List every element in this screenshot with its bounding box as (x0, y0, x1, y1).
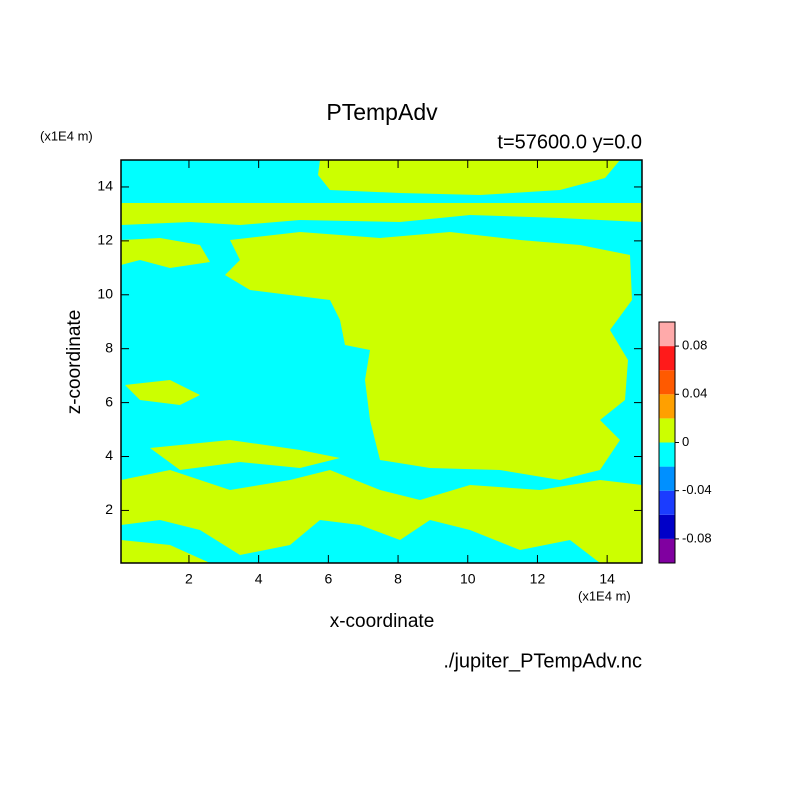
x-unit: (x1E4 m) (578, 588, 631, 603)
x-tick-label: 12 (530, 571, 546, 587)
contour-region (121, 540, 210, 563)
y-tick-label: 10 (97, 285, 113, 301)
colorbar-tick-label: 0.04 (682, 386, 707, 401)
contour-region (318, 160, 620, 195)
source-label: ./jupiter_PTempAdv.nc (443, 650, 642, 672)
colorbar-tick-label: 0.08 (682, 338, 707, 353)
colorbar-box (659, 322, 675, 347)
contour-region (150, 440, 340, 470)
colorbar-tick-label: -0.08 (682, 530, 712, 545)
chart-subtitle: t=57600.0 y=0.0 (497, 131, 642, 153)
y-tick-label: 14 (97, 178, 113, 194)
x-axis-title: x-coordinate (330, 611, 435, 632)
colorbar-box (659, 346, 675, 371)
colorbar-box (659, 418, 675, 443)
y-tick-label: 4 (105, 447, 113, 463)
y-tick-label: 12 (97, 232, 113, 248)
chart-title: PTempAdv (326, 99, 438, 125)
colorbar-box (659, 394, 675, 419)
colorbar-tick-label: 0 (682, 434, 689, 449)
y-tick-label: 8 (105, 339, 113, 355)
contour-region (125, 380, 200, 405)
colorbar-box (659, 466, 675, 491)
colorbar-box (659, 370, 675, 395)
x-tick-label: 4 (255, 571, 263, 587)
x-tick-label: 14 (599, 571, 615, 587)
plot-frame (120, 159, 643, 564)
x-tick-label: 8 (394, 571, 402, 587)
colorbar-box (659, 514, 675, 539)
contour-region (121, 203, 642, 225)
contour-region (121, 470, 642, 563)
y-axis-title: z-coordinate (64, 310, 85, 415)
contour-field (121, 160, 642, 563)
colorbar-tick-label: -0.04 (682, 482, 712, 497)
x-tick-label: 2 (185, 571, 193, 587)
colorbar-box (659, 490, 675, 515)
contour-region (225, 232, 632, 480)
colorbar-box (659, 538, 675, 563)
x-tick-label: 6 (324, 571, 332, 587)
contour-region (121, 238, 210, 268)
y-tick-label: 2 (105, 501, 113, 517)
y-tick-label: 6 (105, 393, 113, 409)
x-tick-label: 10 (460, 571, 476, 587)
y-unit: (x1E4 m) (40, 128, 93, 143)
colorbar-box (659, 442, 675, 467)
